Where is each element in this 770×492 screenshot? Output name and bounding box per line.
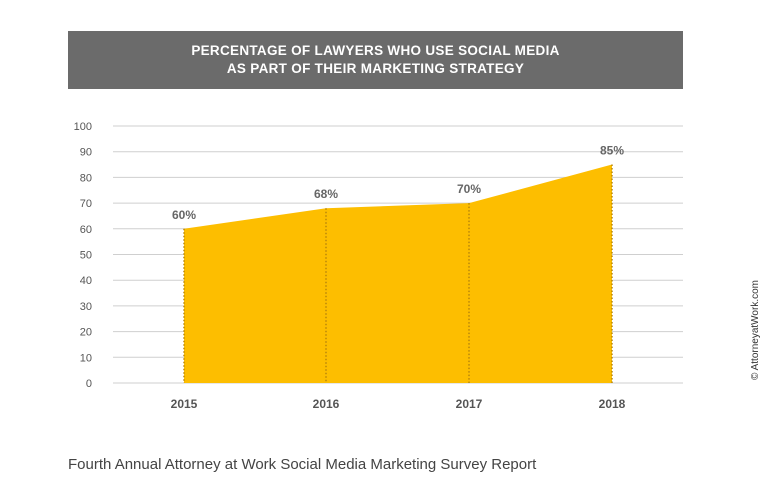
- chart-title-line-1: PERCENTAGE OF LAWYERS WHO USE SOCIAL MED…: [191, 43, 560, 58]
- chart-title-banner: PERCENTAGE OF LAWYERS WHO USE SOCIAL MED…: [68, 31, 683, 89]
- y-tick-label-70: 70: [80, 198, 92, 210]
- y-tick-label-10: 10: [80, 352, 92, 364]
- y-tick-label-20: 20: [80, 327, 92, 339]
- data-label-2017: 70%: [457, 182, 481, 196]
- y-tick-label-100: 100: [74, 121, 92, 133]
- x-tick-label-2015: 2015: [171, 397, 198, 411]
- x-tick-label-2016: 2016: [313, 397, 340, 411]
- y-tick-label-50: 50: [80, 250, 92, 262]
- x-tick-label-2018: 2018: [599, 397, 626, 411]
- y-tick-label-40: 40: [80, 275, 92, 287]
- data-label-2018: 85%: [600, 144, 624, 158]
- area-series: [184, 164, 612, 383]
- x-tick-label-2017: 2017: [456, 397, 483, 411]
- data-label-2015: 60%: [172, 208, 196, 222]
- y-tick-label-90: 90: [80, 147, 92, 159]
- y-tick-label-30: 30: [80, 301, 92, 313]
- y-tick-label-80: 80: [80, 172, 92, 184]
- copyright-credit: © AttorneyatWork.com: [750, 280, 761, 380]
- chart-title-line-2: AS PART OF THEIR MARKETING STRATEGY: [226, 61, 525, 76]
- data-label-2016: 68%: [314, 187, 338, 201]
- source-footer: Fourth Annual Attorney at Work Social Me…: [68, 456, 537, 473]
- y-tick-label-0: 0: [86, 378, 92, 390]
- y-tick-label-60: 60: [80, 224, 92, 236]
